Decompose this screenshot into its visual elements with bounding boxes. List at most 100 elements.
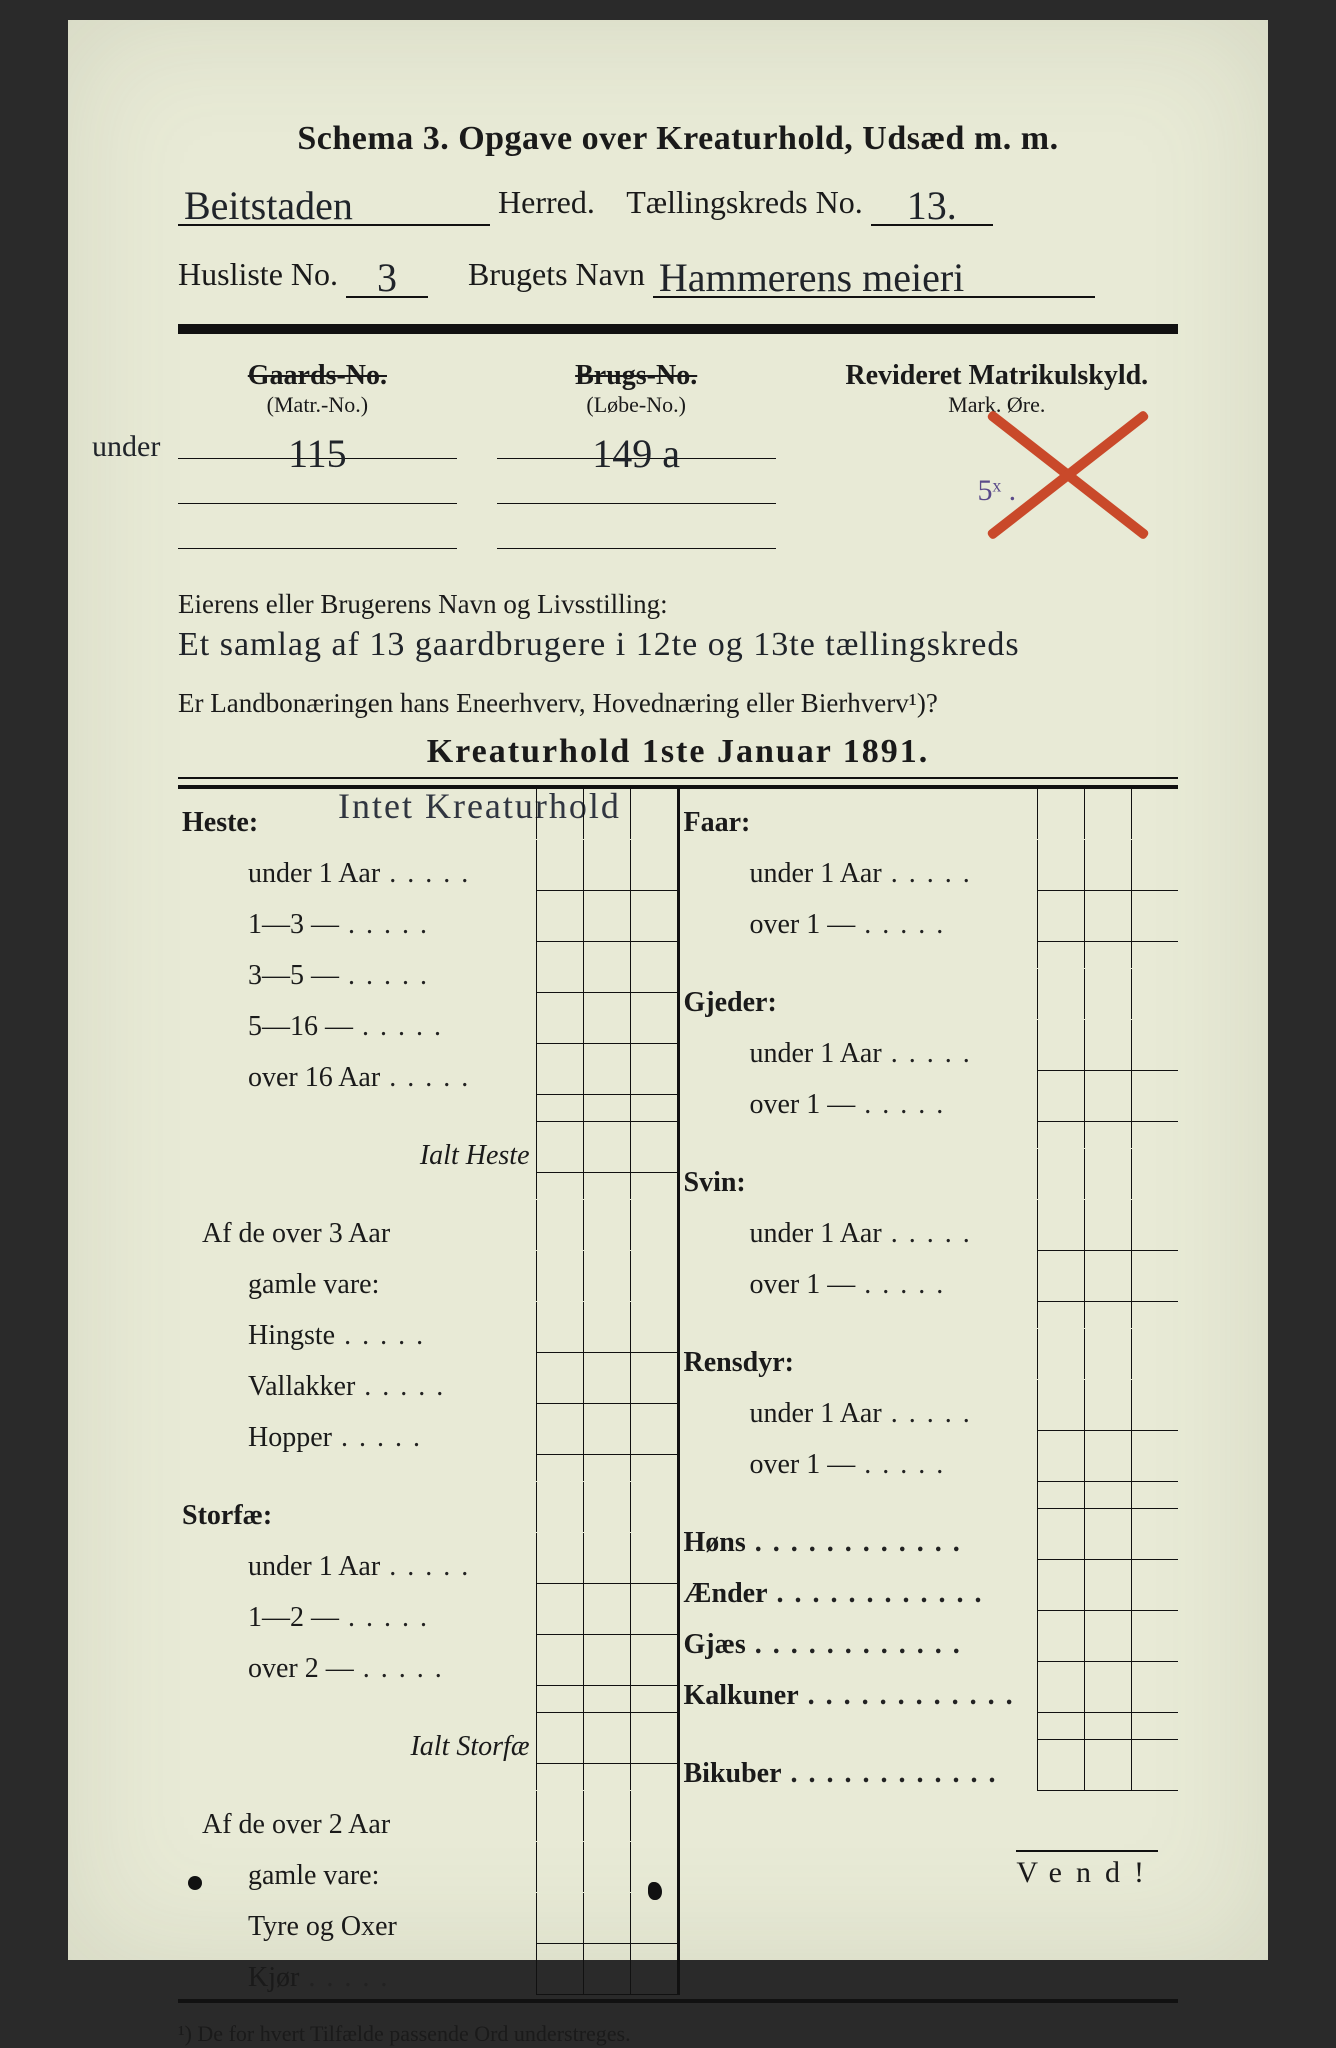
table-cell: [536, 1200, 583, 1250]
table-cell: [1037, 1020, 1084, 1071]
table-row-label: Kalkuner: [680, 1680, 1038, 1712]
table-row-label: Gjæs: [680, 1629, 1038, 1661]
herred-handwriting: Beitstaden: [184, 182, 353, 229]
rule-bottom: [178, 1999, 1178, 2003]
table-cell: [536, 942, 583, 993]
herred-line: Beitstaden Herred. Tællingskreds No. 13.: [178, 176, 1178, 226]
table-cell: [536, 1791, 583, 1841]
table-cell: [583, 1200, 630, 1250]
table-row-label: 1—3 —: [178, 909, 536, 941]
husliste-label: Husliste No.: [178, 256, 338, 292]
table-cell: [536, 1533, 583, 1584]
table-cell: [536, 1584, 583, 1635]
table-row-label: 3—5 —: [178, 960, 536, 992]
census-form-page: Schema 3. Opgave over Kreaturhold, Udsæd…: [68, 20, 1268, 1960]
table-cell: [536, 1944, 583, 1995]
table-cell: [536, 1404, 583, 1455]
table-cell: [1131, 1200, 1178, 1251]
table-cell: [1131, 1740, 1178, 1791]
table-row-label: Af de over 2 Aar: [178, 1809, 536, 1841]
table-row-label: Vallakker: [178, 1371, 536, 1403]
gaards-strike: Gaards-No.: [178, 360, 457, 392]
table-cell: [1131, 1020, 1178, 1071]
table-cell: [536, 1044, 583, 1095]
table-cell: [536, 1482, 583, 1532]
table-row-label: Ialt Heste: [178, 1140, 536, 1172]
table-cell: [1084, 1071, 1131, 1122]
table-cell: [583, 1302, 630, 1353]
table-cell: [536, 840, 583, 891]
table-row-label: over 16 Aar: [178, 1062, 536, 1094]
table-cell: [630, 1791, 677, 1841]
table-cell: [630, 1200, 677, 1250]
table-cell: [1037, 1251, 1084, 1302]
table-cell: [630, 1482, 677, 1532]
table-cell: [630, 1122, 677, 1173]
table-cell: [1084, 969, 1131, 1019]
brugs-col: Brugs-No. (Løbe-No.) 149 a: [497, 360, 776, 549]
rev-title: Revideret Matrikulskyld.: [816, 360, 1178, 392]
footnote: ¹) De for hvert Tilfælde passende Ord un…: [178, 2021, 1178, 2047]
table-cell: [1131, 1611, 1178, 1662]
table-cell: [630, 1893, 677, 1944]
livestock-table: Intet Kreaturhold Heste:under 1 Aar1—3 —…: [178, 785, 1178, 1995]
question-text: Er Landbonæringen hans Eneerhverv, Hoved…: [178, 688, 938, 718]
table-cell: [1084, 1662, 1131, 1713]
gaards-hand: 115: [288, 430, 347, 477]
brugs-sub: (Løbe-No.): [497, 392, 776, 418]
table-cell: [1037, 1071, 1084, 1122]
table-cell: [630, 1353, 677, 1404]
gaards-col: Gaards-No. (Matr.-No.) under 115: [178, 360, 457, 549]
table-row-label: Gjeder:: [680, 987, 1038, 1019]
table-cell: [630, 1044, 677, 1095]
gaards-blank3: [178, 514, 457, 549]
table-cell: [536, 789, 583, 839]
rule-thin: [178, 777, 1178, 779]
ink-dot: [188, 1876, 202, 1890]
table-row-label: under 1 Aar: [680, 1218, 1038, 1250]
section-title: Kreaturhold 1ste Januar 1891.: [178, 733, 1178, 771]
brug-handwriting: Hammerens meieri: [659, 254, 964, 301]
table-cell: [1084, 1020, 1131, 1071]
table-cell: [583, 840, 630, 891]
gaards-pre-hand: under: [92, 430, 160, 464]
table-row-label: over 1 —: [680, 1089, 1038, 1121]
owner-block: Eierens eller Brugerens Navn og Livsstil…: [178, 589, 1178, 658]
table-row-label: over 1 —: [680, 909, 1038, 941]
table-cell: [536, 1893, 583, 1944]
table-cell: [583, 1893, 630, 1944]
table-cell: [1037, 1329, 1084, 1379]
table-row-label: Af de over 3 Aar: [178, 1218, 536, 1250]
table-cell: [630, 1302, 677, 1353]
table-cell: [536, 1302, 583, 1353]
table-row-label: Faar:: [680, 807, 1038, 839]
table-cell: [1084, 1509, 1131, 1560]
table-row-label: Heste:: [178, 807, 536, 839]
owner-label: Eierens eller Brugerens Navn og Livsstil…: [178, 589, 1178, 620]
table-cell: [1084, 1560, 1131, 1611]
table-cell: [1084, 1740, 1131, 1791]
table-cell: [1084, 1431, 1131, 1482]
table-cell: [1037, 789, 1084, 839]
table-cell: [583, 1713, 630, 1764]
rev-hand: 5ˣ .: [977, 474, 1016, 508]
table-cell: [536, 1353, 583, 1404]
rev-blank3: [816, 512, 1178, 546]
table-cell: [536, 1842, 583, 1892]
table-cell: [1084, 1611, 1131, 1662]
table-row-label: gamle vare:: [178, 1269, 536, 1301]
rev-blank1: [816, 424, 1178, 458]
table-cell: [1084, 1380, 1131, 1431]
table-cell: [583, 1944, 630, 1995]
table-cell: [1084, 1251, 1131, 1302]
table-cell: [583, 942, 630, 993]
table-cell: [630, 1713, 677, 1764]
table-cell: [1037, 1431, 1084, 1482]
table-row-label: Høns: [680, 1527, 1038, 1559]
table-row-label: under 1 Aar: [178, 858, 536, 890]
rev-col: Revideret Matrikulskyld. Mark. Øre. 5ˣ .: [816, 360, 1178, 549]
table-cell: [1037, 1611, 1084, 1662]
table-row-label: 1—2 —: [178, 1602, 536, 1634]
table-cell: [1131, 1329, 1178, 1379]
table-cell: [630, 942, 677, 993]
